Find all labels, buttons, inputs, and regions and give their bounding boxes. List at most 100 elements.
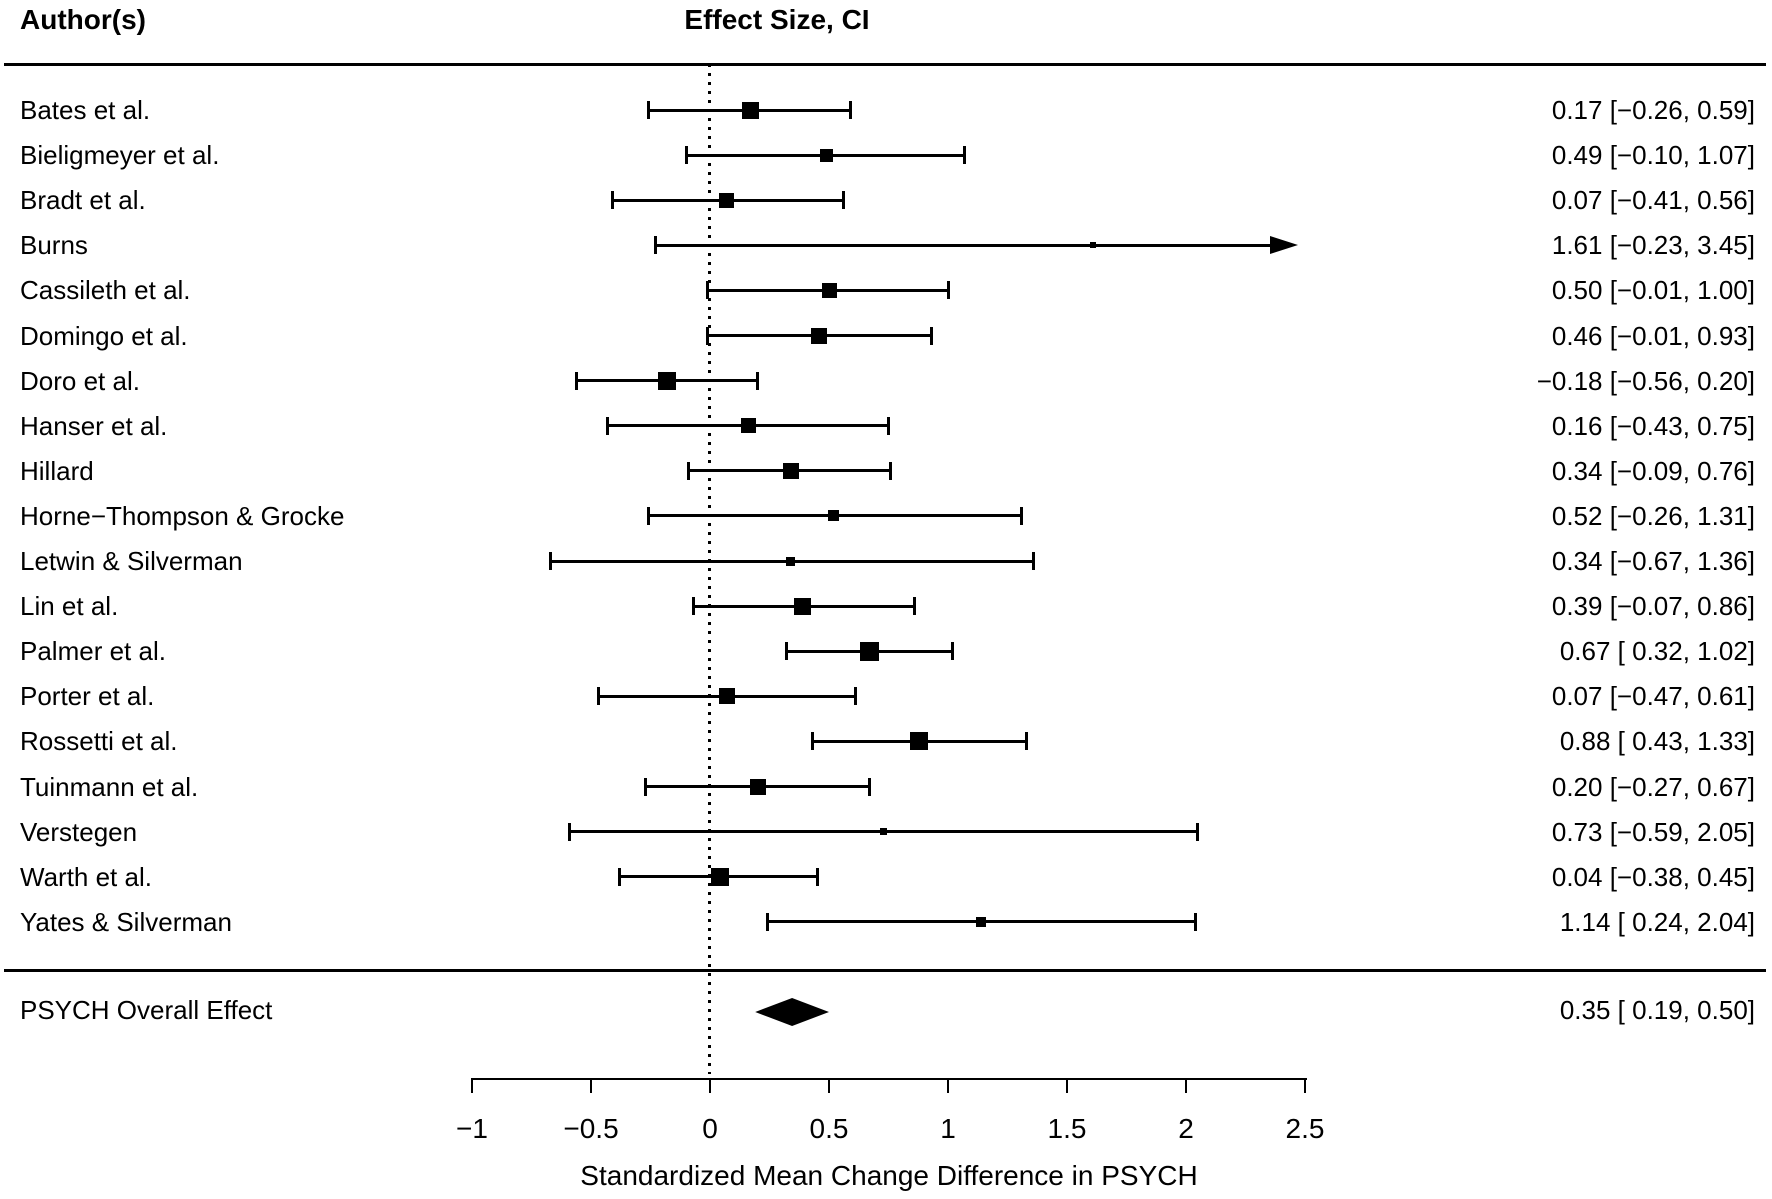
- effect-size-value: 0.49 [−0.10, 1.07]: [1551, 140, 1755, 171]
- ci-upper-cap: [889, 461, 893, 480]
- ci-lower-cap: [810, 732, 814, 751]
- x-axis-tick-label: 1.5: [1047, 1113, 1087, 1144]
- ci-upper-cap: [1025, 732, 1029, 751]
- ci-lower-cap: [618, 867, 622, 886]
- column-header-authors: Author(s): [20, 4, 146, 35]
- estimate-marker: [741, 101, 759, 119]
- estimate-marker: [859, 641, 879, 661]
- author-label: Hillard: [20, 455, 94, 486]
- effect-size-value: 0.16 [−0.43, 0.75]: [1551, 410, 1755, 441]
- x-axis-tick: [590, 1078, 592, 1093]
- author-label: Bates et al.: [20, 95, 151, 125]
- x-axis-tick-label: 2.5: [1285, 1113, 1325, 1144]
- ci-lower-cap: [575, 371, 579, 390]
- ci-upper-cap: [1020, 506, 1024, 525]
- author-label: Horne−Thompson & Grocke: [20, 500, 345, 531]
- ci-lower-cap: [684, 146, 688, 165]
- ci-upper-cap: [848, 101, 852, 119]
- x-axis-tick: [1185, 1078, 1187, 1093]
- effect-size-value: 0.67 [ 0.32, 1.02]: [1559, 636, 1755, 667]
- effect-size-value: 0.34 [−0.67, 1.36]: [1551, 546, 1755, 576]
- estimate-marker: [821, 282, 837, 298]
- effect-size-value: 0.34 [−0.09, 0.76]: [1551, 455, 1755, 486]
- ci-upper-cap: [946, 281, 950, 300]
- ci-lower-cap: [644, 777, 648, 796]
- author-label: Lin et al.: [20, 591, 119, 622]
- x-axis-tick-label: 0: [702, 1113, 718, 1144]
- x-axis-tick-label: 2: [1178, 1113, 1194, 1144]
- author-label: Tuinmann et al.: [20, 771, 199, 802]
- author-label: Letwin & Silverman: [20, 546, 243, 576]
- x-axis-tick: [709, 1078, 711, 1093]
- ci-upper-cap: [963, 146, 967, 165]
- ci-lower-cap: [610, 191, 614, 210]
- estimate-marker: [1090, 242, 1097, 249]
- ci-lower-cap: [691, 597, 695, 616]
- effect-size-value: 0.73 [−0.59, 2.05]: [1551, 816, 1755, 847]
- ci-clipped-arrow-icon: [1270, 236, 1298, 255]
- ci-upper-cap: [1196, 822, 1200, 841]
- author-label: Doro et al.: [20, 365, 140, 396]
- x-axis-tick-label: 1: [940, 1113, 956, 1144]
- author-label: Porter et al.: [20, 681, 155, 712]
- ci-upper-cap: [867, 777, 871, 796]
- estimate-marker: [786, 556, 796, 566]
- author-label: Domingo et al.: [20, 320, 188, 351]
- effect-size-value: 0.39 [−0.07, 0.86]: [1551, 591, 1755, 622]
- ci-upper-cap: [929, 326, 933, 345]
- x-axis-tick-label: −0.5: [563, 1113, 619, 1144]
- x-axis-line: [472, 1078, 1307, 1080]
- top-rule: [4, 63, 1766, 66]
- ci-lower-cap: [706, 281, 710, 300]
- column-header-effect-size: Effect Size, CI: [684, 4, 870, 35]
- estimate-marker: [782, 462, 799, 479]
- author-label: Rossetti et al.: [20, 726, 178, 757]
- effect-size-value: 0.52 [−0.26, 1.31]: [1551, 500, 1755, 531]
- ci-lower-cap: [596, 687, 600, 706]
- effect-size-value: 1.14 [ 0.24, 2.04]: [1559, 906, 1755, 937]
- ci-lower-cap: [568, 822, 572, 841]
- ci-upper-cap: [1032, 552, 1036, 570]
- ci-line: [655, 243, 1280, 247]
- ci-lower-cap: [765, 912, 769, 931]
- estimate-marker: [828, 510, 840, 522]
- ci-lower-cap: [784, 642, 788, 661]
- estimate-marker: [658, 371, 677, 390]
- ci-upper-cap: [756, 371, 760, 390]
- estimate-marker: [910, 732, 929, 751]
- effect-size-value: 0.46 [−0.01, 0.93]: [1551, 320, 1755, 351]
- effect-size-value: 0.04 [−0.38, 0.45]: [1551, 861, 1755, 892]
- estimate-marker: [820, 148, 834, 162]
- effect-size-value: 0.07 [−0.47, 0.61]: [1551, 681, 1755, 712]
- effect-size-value: 1.61 [−0.23, 3.45]: [1551, 230, 1755, 261]
- author-label: Cassileth et al.: [20, 275, 191, 306]
- author-label: Warth et al.: [20, 861, 152, 892]
- estimate-marker: [976, 916, 987, 927]
- effect-size-value: 0.88 [ 0.43, 1.33]: [1559, 726, 1755, 757]
- effect-size-value: 0.17 [−0.26, 0.59]: [1551, 95, 1755, 125]
- zero-reference-line: [708, 64, 711, 1074]
- x-axis-tick: [947, 1078, 949, 1093]
- ci-upper-cap: [1194, 912, 1198, 931]
- estimate-marker: [718, 688, 735, 705]
- ci-upper-cap: [841, 191, 845, 210]
- x-axis-tick: [471, 1078, 473, 1093]
- x-axis-tick-label: 0.5: [809, 1113, 849, 1144]
- x-axis-tick: [828, 1078, 830, 1093]
- effect-size-value: 0.07 [−0.41, 0.56]: [1551, 185, 1755, 216]
- ci-upper-cap: [853, 687, 857, 706]
- ci-lower-cap: [706, 326, 710, 345]
- overall-effect-label: PSYCH Overall Effect: [20, 995, 273, 1025]
- author-label: Palmer et al.: [20, 636, 166, 667]
- ci-lower-cap: [646, 506, 650, 525]
- ci-lower-cap: [549, 552, 553, 570]
- x-axis-tick-label: −1: [456, 1113, 488, 1144]
- author-label: Bradt et al.: [20, 185, 146, 216]
- estimate-marker: [710, 867, 729, 886]
- effect-size-value: 0.50 [−0.01, 1.00]: [1551, 275, 1755, 306]
- ci-lower-cap: [646, 101, 650, 119]
- estimate-marker: [749, 778, 766, 795]
- estimate-marker: [811, 327, 828, 344]
- ci-upper-cap: [951, 642, 955, 661]
